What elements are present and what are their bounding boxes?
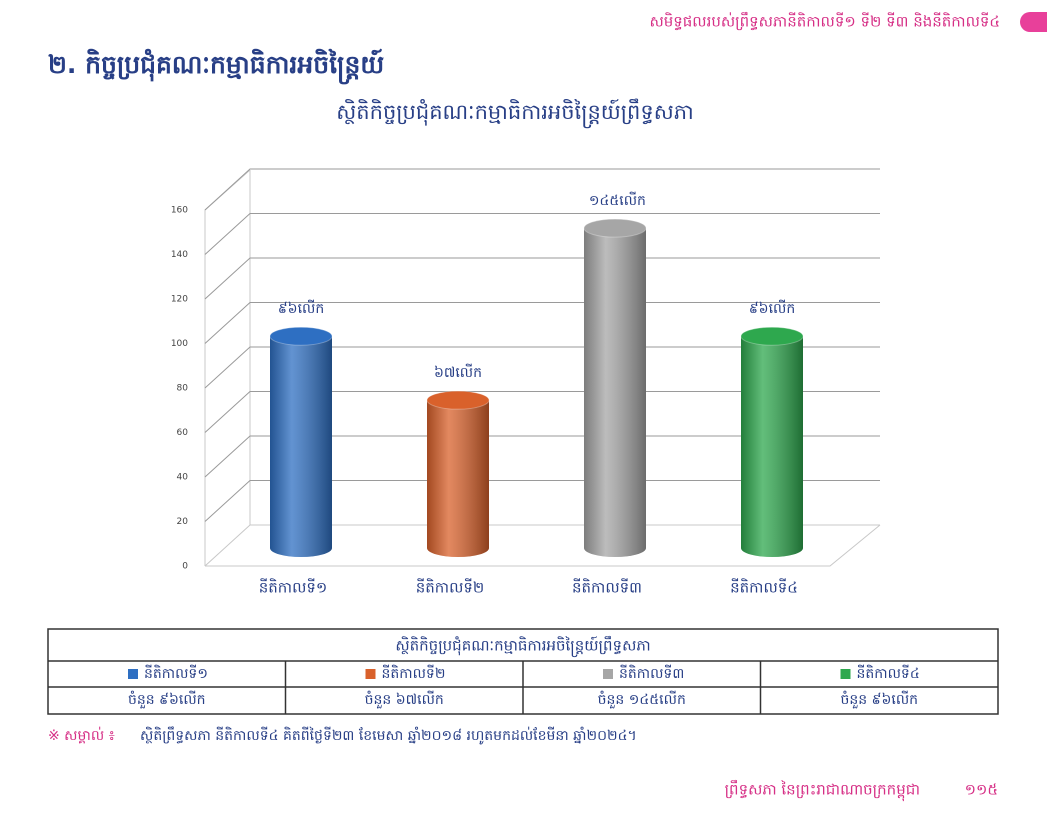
table-count: ចំនួន ១៤៥លើក: [598, 690, 686, 709]
bar-shade: [741, 336, 803, 557]
table-count: ចំនួន ៦៧លើក: [365, 690, 444, 709]
chart: 0 20 40 60 80 100 120 140 160 ៩៦លើកនីតិកាលទី១ ៦៧លើ…: [171, 168, 881, 597]
legend-label: នីតិកាលទី៣: [619, 664, 684, 682]
bar-cap: [740, 326, 804, 346]
table: [47, 628, 999, 715]
table-count: ចំនួន ៩៦លើក: [840, 690, 918, 709]
legend-swatch: [365, 669, 376, 679]
y-tick-label: 80: [177, 384, 189, 394]
chart-title: ស្ថិតិកិច្ចប្រជុំគណៈកម្មាធិការអចិន្ត្រៃយ…: [336, 98, 693, 129]
header-text: សមិទ្ធផលរបស់ព្រឹទ្ធសភានីតិកាលទី១ ទី២ ទី៣…: [649, 12, 1000, 31]
y-tick-label: 20: [177, 517, 189, 527]
y-tick-label: 100: [171, 339, 188, 349]
note-text: ស្ថិតិព្រឹទ្ធសភា នីតិកាលទី៤ គិតពីថ្ងៃទី២…: [140, 726, 637, 745]
grid-line: [204, 257, 880, 300]
grid-line: [204, 213, 880, 255]
legend-label: នីតិកាលទី១: [144, 664, 208, 682]
footer-text: ព្រឹទ្ធសភា នៃព្រះរាជាណាចក្រកម្ពុជា: [725, 780, 920, 802]
bar-shade: [427, 400, 489, 557]
y-tick-label: 60: [177, 428, 189, 438]
grid-line: [204, 391, 880, 433]
grid-line: [204, 524, 880, 567]
value-label: ៦៧លើក: [434, 363, 482, 381]
x-tick-label: នីតិកាលទី៤: [730, 578, 798, 597]
note-mark: ※ សម្គាល់ ៖: [48, 726, 115, 744]
table-title: ស្ថិតិកិច្ចប្រជុំគណៈកម្មាធិការអចិន្ត្រៃយ…: [395, 636, 650, 658]
value-label: ១៤៥លើក: [589, 191, 646, 209]
bar-shade: [270, 336, 332, 557]
y-tick-label: 140: [171, 250, 188, 260]
x-tick-label: នីតិកាលទី២: [416, 578, 484, 597]
grid-line: [204, 480, 880, 522]
bar-cap: [583, 218, 647, 238]
value-label: ៩៦លើក: [749, 299, 795, 317]
header-tab: [1020, 12, 1047, 32]
y-tick-label: 40: [177, 473, 189, 483]
grid-line: [204, 302, 880, 344]
x-tick-label: នីតិកាលទី៣: [572, 578, 642, 597]
bar-shade: [584, 228, 646, 557]
y-tick-label: 160: [171, 206, 188, 216]
x-tick-label: នីតិកាលទី១: [259, 578, 327, 597]
page-number: ១១៥: [965, 781, 998, 799]
section-title: ២. កិច្ចប្រជុំគណៈកម្មាធិការអចិន្ត្រៃយ៍: [48, 48, 384, 85]
table-count: ចំនួន ៩៦លើក: [128, 690, 206, 709]
legend-swatch: [840, 669, 851, 679]
legend-swatch: [603, 669, 613, 679]
legend-swatch: [128, 669, 138, 679]
grid-line: [204, 346, 880, 389]
bar-cap: [426, 390, 490, 410]
bar-cap: [269, 326, 333, 346]
legend-label: នីតិកាលទី៤: [857, 664, 920, 682]
grid-line: [204, 168, 880, 211]
y-tick-label: 0: [182, 562, 188, 572]
legend-label: នីតិកាលទី២: [382, 664, 446, 682]
value-label: ៩៦លើក: [278, 299, 324, 317]
y-tick-label: 120: [171, 295, 188, 305]
grid-line: [204, 435, 880, 478]
